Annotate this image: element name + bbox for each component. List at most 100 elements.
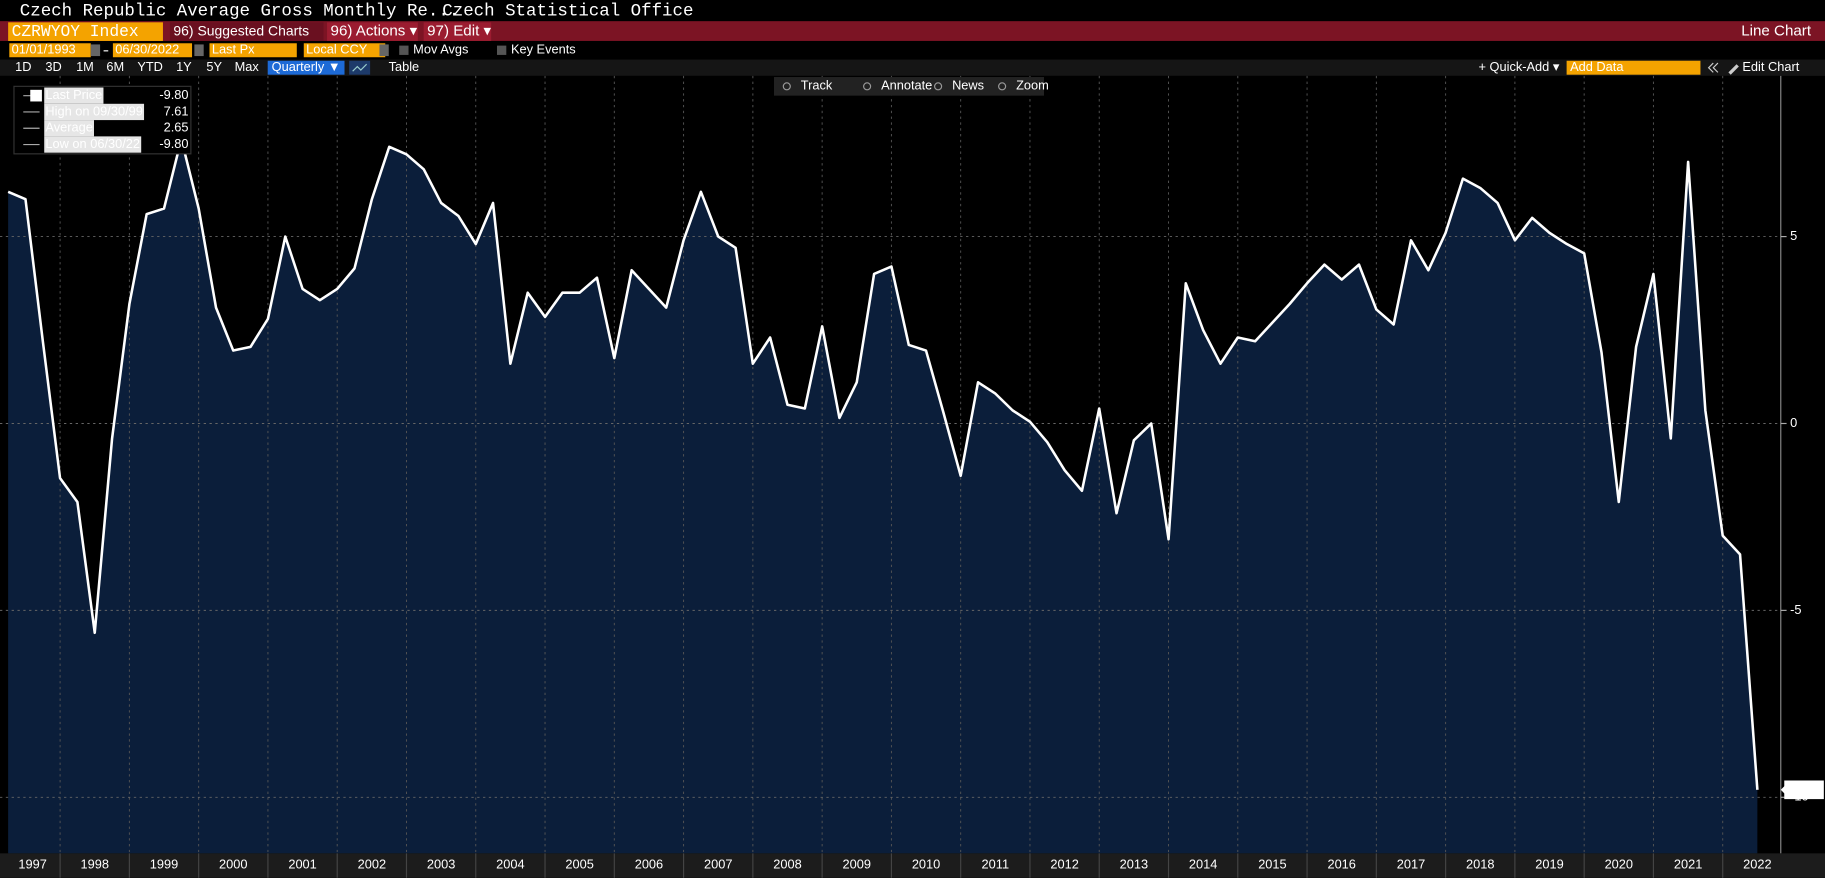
input-box[interactable]: [209, 43, 297, 58]
tool-icon[interactable]: [863, 82, 872, 91]
input-box[interactable]: [303, 43, 386, 58]
tool-icon[interactable]: [934, 82, 943, 91]
chart-tool[interactable]: Annotate: [881, 78, 932, 93]
input-box[interactable]: [112, 43, 193, 58]
legend-value: -9.80: [159, 136, 188, 151]
legend-value: 2.65: [164, 120, 189, 135]
legend-label: Average: [45, 120, 92, 135]
collapse-icon[interactable]: [1707, 62, 1719, 73]
legend-label-bg: [44, 136, 142, 153]
x-tick-label: 1999: [150, 856, 178, 871]
security-title: Czech Republic Average Gross Monthly Re.…: [20, 1, 460, 21]
input-text[interactable]: Local CCY: [306, 42, 368, 57]
x-axis-bar: [0, 853, 1825, 878]
table-button[interactable]: Table: [389, 59, 420, 74]
menu-item-box[interactable]: [423, 22, 492, 41]
input-text[interactable]: 06/30/2022: [115, 42, 179, 57]
chart-style-icon[interactable]: [352, 63, 368, 72]
x-tick-label: 2011: [982, 856, 1010, 871]
dropdown-button[interactable]: [90, 44, 101, 57]
add-data[interactable]: Add Data: [1570, 59, 1624, 74]
source: Czech Statistical Office: [442, 1, 693, 21]
menu-item-box[interactable]: [327, 22, 418, 41]
option-label[interactable]: Key Events: [511, 42, 576, 57]
x-tick-label: 2012: [1050, 856, 1078, 871]
tool-icon[interactable]: [998, 82, 1007, 91]
menu-item-box[interactable]: [169, 22, 324, 41]
x-tick-label: 2014: [1189, 856, 1217, 871]
input-text[interactable]: 01/01/1993: [12, 42, 76, 57]
period-button[interactable]: 1M: [76, 59, 94, 74]
chart-style-button[interactable]: [349, 60, 371, 75]
x-tick-label: 2019: [1535, 856, 1563, 871]
period-button[interactable]: 3D: [45, 59, 61, 74]
frequency[interactable]: Quarterly ▼: [272, 59, 341, 74]
view-name: Line Chart: [1741, 23, 1812, 40]
x-tick-label: 2018: [1466, 856, 1494, 871]
y-tick-label: 0: [1790, 415, 1797, 430]
dropdown-button[interactable]: [379, 44, 389, 57]
checkbox[interactable]: [399, 45, 409, 55]
menu-item[interactable]: 97) Edit ▾: [427, 23, 491, 40]
x-tick-label: 2000: [219, 856, 247, 871]
x-tick-label: 2002: [358, 856, 386, 871]
period-button[interactable]: 1D: [15, 59, 31, 74]
x-tick-label: 2015: [1258, 856, 1286, 871]
legend-label-bg: [44, 103, 145, 121]
range-separator: [103, 50, 109, 52]
period-button[interactable]: YTD: [137, 59, 163, 74]
plot-area: [0, 75, 1781, 854]
x-tick-label: 2020: [1605, 856, 1633, 871]
last-value-label: -9.80: [1788, 781, 1817, 796]
chart-tools-bar: [773, 77, 1045, 96]
tool-icon[interactable]: [782, 82, 791, 91]
edit-icon[interactable]: [1728, 64, 1739, 75]
checkbox[interactable]: [496, 45, 507, 55]
legend-label-bg: [44, 87, 104, 104]
menu-item[interactable]: 96) Actions ▾: [331, 23, 418, 40]
period-button[interactable]: 5Y: [206, 59, 222, 74]
x-tick-label: 2005: [565, 856, 593, 871]
x-tick-label: 2003: [427, 856, 455, 871]
last-value-box: [1784, 780, 1824, 800]
dropdown-button[interactable]: [194, 44, 204, 57]
frequency-box[interactable]: [267, 60, 345, 75]
y-tick-label: 5: [1790, 228, 1797, 243]
input-box[interactable]: [9, 43, 91, 58]
input-text[interactable]: Last Px: [212, 42, 255, 57]
x-tick-label: 2009: [843, 856, 871, 871]
toolbar: [0, 59, 1825, 76]
x-tick-label: 2001: [288, 856, 316, 871]
chart-tool[interactable]: News: [952, 78, 984, 93]
x-tick-label: 2006: [635, 856, 663, 871]
quick-add[interactable]: + Quick-Add ▾: [1479, 59, 1560, 74]
x-tick-label: 2010: [912, 856, 940, 871]
period-button[interactable]: 1Y: [176, 59, 192, 74]
ticker[interactable]: CZRWYOY Index: [12, 22, 139, 41]
legend-value: -9.80: [159, 87, 188, 102]
legend-label-bg: [44, 120, 94, 137]
y-tick-label: -5: [1790, 602, 1801, 617]
legend-label: Low on 06/30/22: [45, 136, 140, 151]
option-label[interactable]: Mov Avgs: [413, 42, 468, 57]
x-tick-label: 2017: [1397, 856, 1425, 871]
legend-label: High on 09/30/99: [45, 103, 142, 118]
ticker-box[interactable]: [8, 22, 163, 41]
x-tick-label: 2008: [773, 856, 801, 871]
x-tick-label: 1998: [81, 856, 109, 871]
legend-label: Last Price: [45, 87, 102, 102]
x-tick-label: 2022: [1743, 856, 1771, 871]
period-button[interactable]: 6M: [106, 59, 124, 74]
edit-chart[interactable]: Edit Chart: [1742, 59, 1799, 74]
area: [8, 139, 1758, 854]
add-data-box[interactable]: [1566, 60, 1701, 75]
legend-swatch[interactable]: [30, 89, 42, 102]
menu-item[interactable]: 96) Suggested Charts: [173, 22, 309, 38]
chart-tool[interactable]: Track: [801, 78, 833, 93]
chart-tool[interactable]: Zoom: [1016, 78, 1049, 93]
x-tick-label: 2004: [496, 856, 524, 871]
period-button[interactable]: Max: [235, 59, 260, 74]
x-tick-label: 2021: [1674, 856, 1702, 871]
line: [7, 137, 1759, 790]
